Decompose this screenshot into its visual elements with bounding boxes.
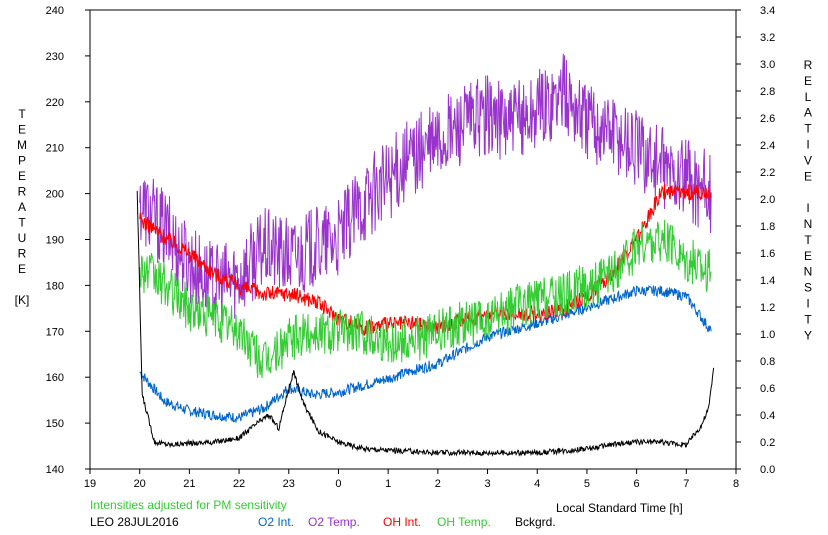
x-tick-label: 22	[233, 478, 245, 490]
axis-labels: 19 20 21 22 23 0 1 2 3 4 5 6 7 8140150160170180190200…	[15, 5, 813, 490]
y-left-tick-label: 190	[46, 235, 64, 247]
y-left-tick-label: 220	[46, 97, 64, 109]
x-tick-label: 0	[335, 478, 341, 490]
x-tick-label: 7	[683, 478, 689, 490]
axis-ticks	[85, 9, 741, 474]
ylabel-right-char: V	[804, 153, 812, 167]
x-tick-label: 4	[534, 478, 540, 490]
x-tick-label: 23	[283, 478, 295, 490]
ylabel-right-char: Y	[804, 328, 812, 342]
y-right-tick-label: 1.2	[760, 302, 775, 314]
ylabel-left-char: R	[18, 185, 27, 199]
ylabel-right-char: N	[804, 265, 813, 279]
ylabel-left-char: E	[18, 262, 26, 276]
x-tick-label: 1	[385, 478, 391, 490]
series-line-bckgrd	[136, 190, 715, 457]
ylabel-left-char: T	[18, 107, 26, 121]
y-right-tick-label: 1.4	[760, 275, 775, 287]
y-right-tick-label: 1.6	[760, 248, 775, 260]
ylabel-left-char: E	[18, 169, 26, 183]
ylabel-left-char: [K]	[15, 293, 30, 307]
ylabel-right-char: S	[804, 281, 812, 295]
y-left-tick-label: 180	[46, 280, 64, 292]
y-left-tick-label: 150	[46, 418, 64, 430]
x-tick-label: 5	[584, 478, 590, 490]
ylabel-right-char: E	[804, 249, 812, 263]
series-group	[136, 53, 715, 457]
xlabel-text: Local Standard Time [h]	[556, 501, 683, 515]
ylabel-left-char: A	[18, 200, 26, 214]
y-right-tick-label: 2.8	[760, 86, 775, 98]
y-right-tick-label: 2.0	[760, 194, 775, 206]
x-tick-label: 20	[134, 478, 146, 490]
y-right-tick-label: 0.6	[760, 383, 775, 395]
legend-o2-temp: O2 Temp.	[308, 515, 360, 529]
y-right-tick-label: 2.6	[760, 113, 775, 125]
ylabel-right-char: R	[804, 58, 813, 72]
y-left-tick-label: 140	[46, 464, 64, 476]
ylabel-left-char: R	[18, 247, 27, 261]
legend-bckgrd: Bckgrd.	[515, 515, 556, 529]
ylabel-right-char: I	[806, 201, 809, 215]
ylabel-left-char: P	[18, 154, 26, 168]
legend-o2-int: O2 Int.	[258, 515, 295, 529]
ylabel-left-char: T	[18, 216, 26, 230]
y-right-tick-label: 1.0	[760, 329, 775, 341]
ylabel-right-char: L	[805, 90, 812, 104]
x-tick-label: 3	[484, 478, 490, 490]
y-right-tick-label: 0.0	[760, 464, 775, 476]
ylabel-left-char: M	[17, 138, 27, 152]
x-tick-label: 21	[183, 478, 195, 490]
ylabel-right-char: A	[804, 106, 812, 120]
x-tick-label: 2	[435, 478, 441, 490]
ylabel-right-char: N	[804, 217, 813, 231]
x-tick-label: 6	[634, 478, 640, 490]
ylabel-right-char: T	[804, 233, 812, 247]
y-right-tick-label: 1.8	[760, 221, 775, 233]
ylabel-right-char: T	[804, 312, 812, 326]
y-left-tick-label: 210	[46, 143, 64, 155]
y-right-tick-label: 2.2	[760, 167, 775, 179]
y-left-tick-label: 230	[46, 51, 64, 63]
y-right-tick-label: 0.2	[760, 437, 775, 449]
y-left-tick-label: 240	[46, 5, 64, 17]
station-date-label: LEO 28JUL2016	[90, 515, 179, 529]
series-line-o2-int	[139, 284, 712, 423]
ylabel-right-char: I	[806, 297, 809, 311]
y-right-tick-label: 2.4	[760, 140, 775, 152]
y-left-tick-label: 200	[46, 189, 64, 201]
ylabel-right-char: I	[806, 138, 809, 152]
y-right-tick-label: 0.8	[760, 356, 775, 368]
ylabel-left-char: E	[18, 123, 26, 137]
legend-oh-temp: OH Temp.	[437, 515, 491, 529]
x-tick-label: 8	[733, 478, 739, 490]
ylabel-left-char: U	[18, 231, 27, 245]
y-right-tick-label: 0.4	[760, 410, 775, 422]
y-right-tick-label: 3.4	[760, 5, 775, 17]
ylabel-right-char: E	[804, 169, 812, 183]
series-line-oh-temp	[139, 219, 712, 379]
y-right-tick-label: 3.2	[760, 32, 775, 44]
series-line-o2-temp	[139, 53, 712, 326]
y-left-tick-label: 160	[46, 372, 64, 384]
x-tick-label: 19	[84, 478, 96, 490]
y-right-tick-label: 3.0	[760, 59, 775, 71]
sensitivity-note: Intensities adjusted for PM sensitivity	[90, 498, 287, 512]
ylabel-right-char: T	[804, 122, 812, 136]
legend-oh-int: OH Int.	[383, 515, 422, 529]
ylabel-right-char: E	[804, 74, 812, 88]
y-left-tick-label: 170	[46, 326, 64, 338]
